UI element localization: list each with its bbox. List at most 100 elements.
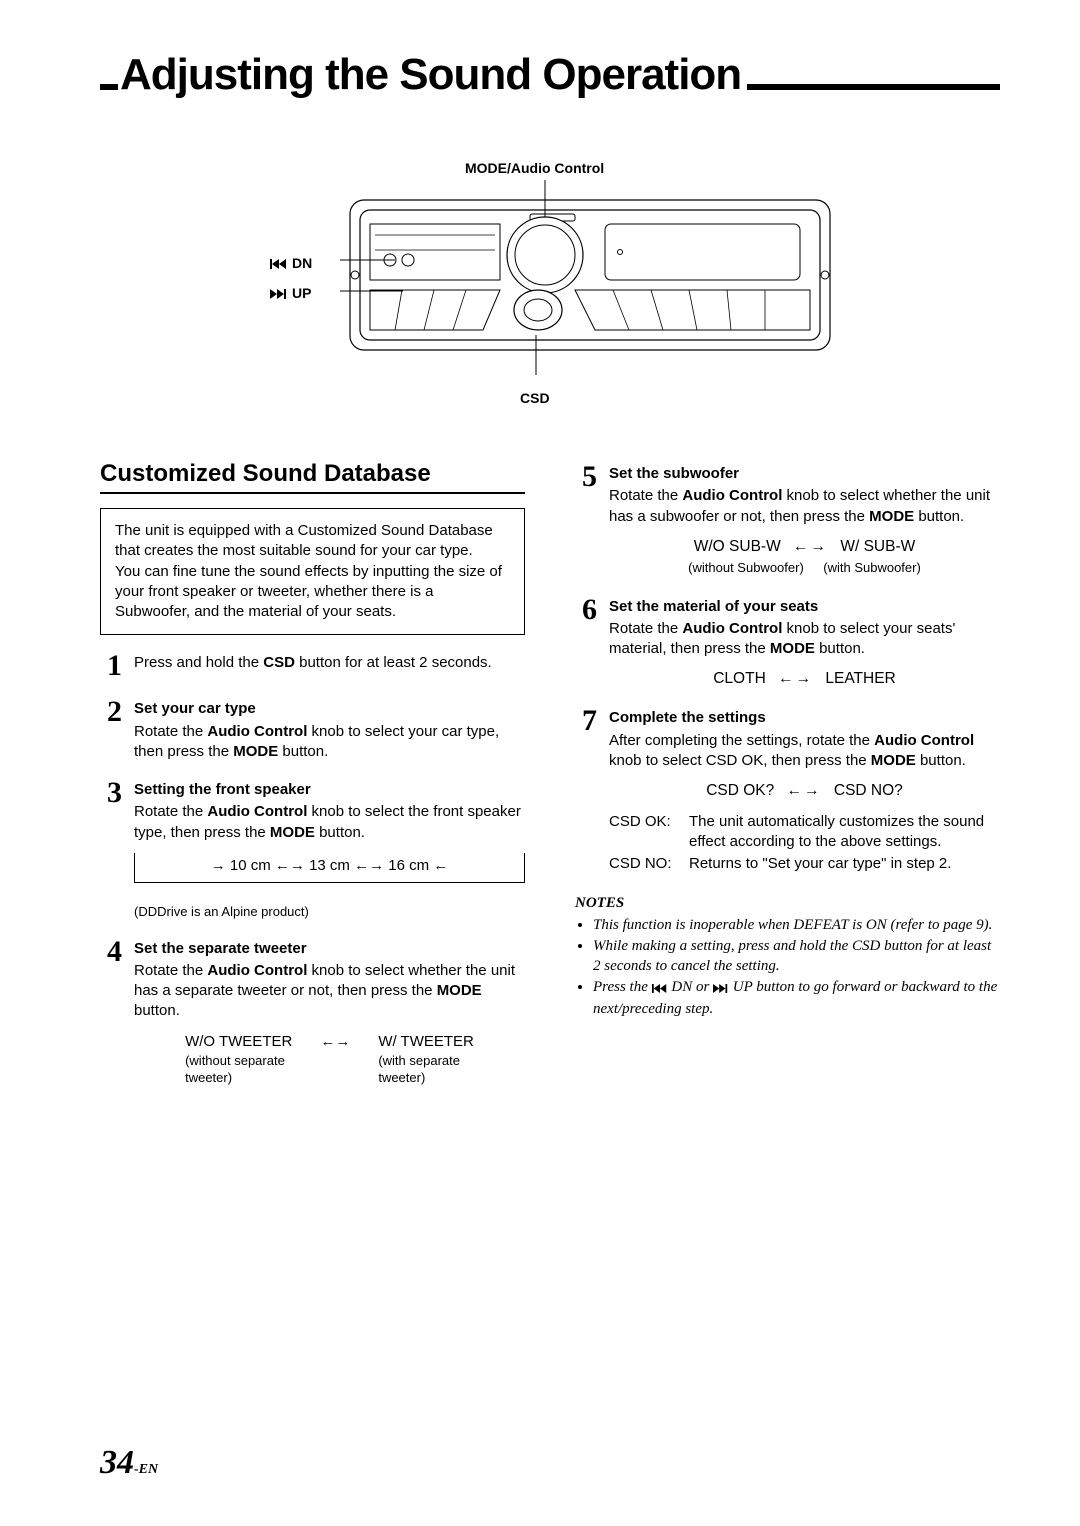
dddrive-note: (DDDrive is an Alpine product) [134, 903, 525, 921]
step-bold: Audio Control [874, 732, 974, 749]
note-item: While making a setting, press and hold t… [593, 937, 1000, 976]
notes-list: This function is inoperable when DEFEAT … [575, 916, 1000, 1020]
csd-ok-row: CSD OK: The unit automatically customize… [609, 812, 1000, 853]
note-text: Press the [593, 979, 652, 995]
step-4: 4 Set the separate tweeter Rotate the Au… [100, 939, 525, 1087]
option-arrow: ←→ [779, 782, 830, 799]
tweeter-option-b: W/ TWEETER (with separate tweeter) [378, 1032, 474, 1087]
step-number: 5 [575, 462, 597, 492]
step-text: button. [315, 824, 365, 841]
step-title: Setting the front speaker [134, 780, 525, 800]
notes-heading: NOTES [575, 895, 1000, 912]
speaker-size-cycle: → 10 cm ←→ 13 cm ←→ 16 cm ← [134, 853, 525, 883]
step-number: 6 [575, 595, 597, 625]
option-label: CLOTH [713, 670, 766, 687]
option-label: W/ TWEETER [378, 1033, 474, 1050]
csd-no-row: CSD NO: Returns to "Set your car type" i… [609, 854, 1000, 874]
confirm-options: CSD OK? ←→ CSD NO? [609, 781, 1000, 802]
skip-fwd-icon [270, 286, 288, 302]
faceplate-illustration [340, 180, 840, 375]
manual-page: Adjusting the Sound Operation MODE/Audio… [0, 0, 1080, 1526]
step-6: 6 Set the material of your seats Rotate … [575, 597, 1000, 691]
page-number-value: 34 [100, 1444, 134, 1481]
page-title: Adjusting the Sound Operation [118, 50, 747, 100]
option-sub: (with Subwoofer) [823, 560, 921, 575]
step-text: button. [815, 640, 865, 657]
option-label: W/ SUB-W [840, 538, 915, 555]
step-number: 2 [100, 697, 122, 727]
step-bold: Audio Control [207, 803, 307, 820]
option-sub: (without Subwoofer) [688, 560, 804, 575]
device-diagram-block: MODE/Audio Control DN UP CSD [100, 160, 1000, 410]
intro-text-1: The unit is equipped with a Customized S… [115, 522, 493, 559]
option-arrow: ←→ [785, 538, 836, 555]
note-item: This function is inoperable when DEFEAT … [593, 916, 1000, 936]
step-bold: Audio Control [682, 487, 782, 504]
option-arrow: ←→ [770, 670, 821, 687]
page-number: 34-EN [100, 1444, 158, 1482]
step-body: Press and hold the CSD button for at lea… [134, 653, 525, 673]
step-number: 7 [575, 706, 597, 736]
option-label: CSD OK? [706, 782, 774, 799]
step-text: Rotate the [134, 723, 207, 740]
step-number: 1 [100, 651, 122, 681]
step-body: Set the subwoofer Rotate the Audio Contr… [609, 464, 1000, 579]
step-text: Press and hold the [134, 654, 263, 671]
step-title: Set the separate tweeter [134, 939, 525, 959]
skip-fwd-icon [713, 980, 729, 1000]
step-bold: Audio Control [682, 620, 782, 637]
device-diagram: MODE/Audio Control DN UP CSD [240, 160, 860, 410]
notes-section: NOTES This function is inoperable when D… [575, 895, 1000, 1020]
step-body: Complete the settings After completing t… [609, 708, 1000, 876]
step-title: Complete the settings [609, 708, 1000, 728]
option-label: W/O SUB-W [694, 538, 781, 555]
option-sub-spacer [808, 560, 819, 575]
csd-ok-label: CSD OK: [609, 812, 689, 853]
step-number: 3 [100, 778, 122, 808]
step-body: Set the separate tweeter Rotate the Audi… [134, 939, 525, 1087]
option-label: CSD NO? [834, 782, 903, 799]
step-text: button for at least 2 seconds. [295, 654, 492, 671]
section-heading: Customized Sound Database [100, 460, 525, 494]
tweeter-option-a: W/O TWEETER (without separate tweeter) [185, 1032, 292, 1087]
option-label: LEATHER [825, 670, 895, 687]
step-title: Set the material of your seats [609, 597, 1000, 617]
step-title: Set the subwoofer [609, 464, 1000, 484]
step-text: After completing the settings, rotate th… [609, 732, 874, 749]
diagram-label-dn: DN [270, 255, 312, 272]
skip-back-icon [270, 256, 288, 272]
step-bold: Audio Control [207, 723, 307, 740]
step-text: button. [134, 1002, 180, 1019]
step-bold: Audio Control [207, 962, 307, 979]
step-text: Rotate the [609, 487, 682, 504]
right-column: 5 Set the subwoofer Rotate the Audio Con… [575, 460, 1000, 1105]
step-bold: MODE [869, 508, 914, 525]
note-item: Press the DN or UP button to go forward … [593, 978, 1000, 1019]
dn-text: DN [292, 255, 312, 271]
option-sub: (without separate [185, 1052, 292, 1070]
step-title: Set your car type [134, 699, 525, 719]
skip-back-icon [652, 980, 668, 1000]
diagram-label-up: UP [270, 285, 311, 302]
material-options: CLOTH ←→ LEATHER [609, 669, 1000, 690]
step-1: 1 Press and hold the CSD button for at l… [100, 653, 525, 681]
diagram-label-csd: CSD [520, 390, 550, 406]
option-arrow: ←→ [320, 1032, 350, 1087]
step-bold: MODE [770, 640, 815, 657]
step-body: Setting the front speaker Rotate the Aud… [134, 780, 525, 921]
note-text: DN or [668, 979, 713, 995]
step-bold: MODE [233, 743, 278, 760]
subwoofer-options: W/O SUB-W ←→ W/ SUB-W (without Subwoofer… [609, 537, 1000, 579]
title-rule-left [100, 84, 118, 90]
page-title-row: Adjusting the Sound Operation [100, 50, 1000, 100]
step-5: 5 Set the subwoofer Rotate the Audio Con… [575, 464, 1000, 579]
page-number-suffix: -EN [134, 1462, 158, 1477]
csd-ok-text: The unit automatically customizes the so… [689, 812, 1000, 853]
step-2: 2 Set your car type Rotate the Audio Con… [100, 699, 525, 762]
left-column: Customized Sound Database The unit is eq… [100, 460, 525, 1105]
step-text: Rotate the [609, 620, 682, 637]
step-text: Rotate the [134, 962, 207, 979]
step-body: Set the material of your seats Rotate th… [609, 597, 1000, 691]
step-text: button. [278, 743, 328, 760]
csd-no-text: Returns to "Set your car type" in step 2… [689, 854, 951, 874]
